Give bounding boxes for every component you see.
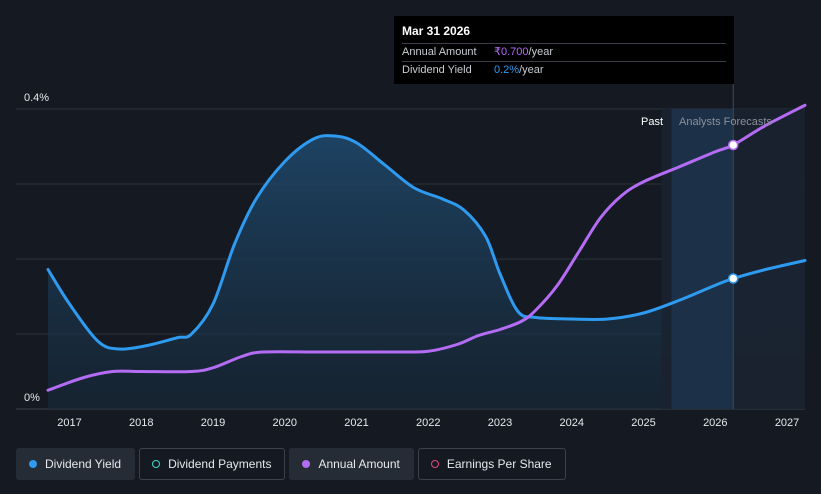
tooltip-date: Mar 31 2026: [402, 24, 471, 38]
legend-earnings-per-share[interactable]: Earnings Per Share: [417, 448, 566, 480]
tooltip-row-dividend-yield: Dividend Yield 0.2% /year: [402, 61, 726, 79]
x-tick-label: 2017: [57, 417, 81, 429]
tooltip-label: Annual Amount: [402, 46, 477, 58]
tooltip-label: Dividend Yield: [402, 64, 472, 76]
x-tick-label: 2027: [775, 417, 799, 429]
x-tick-label: 2018: [129, 417, 153, 429]
line-layer: [46, 103, 807, 392]
annual-amount-dot-icon: [302, 460, 311, 468]
annual-amount-marker: [727, 139, 739, 151]
x-tick-label: 2020: [273, 417, 297, 429]
legend-dividend-yield[interactable]: Dividend Yield: [16, 448, 136, 480]
legend-label: Earnings Per Share: [446, 457, 552, 471]
dividend-yield-marker: [727, 273, 739, 284]
past-zone-label: Past: [641, 116, 663, 128]
tooltip-row-annual-amount: Annual Amount ₹0.700 /year: [402, 43, 726, 61]
x-tick-label: 2023: [488, 417, 512, 429]
annual-amount-line: [46, 103, 807, 392]
legend-dividend-payments[interactable]: Dividend Payments: [139, 448, 286, 480]
tooltip: Mar 31 2026 Annual Amount ₹0.700 /year D…: [394, 16, 734, 84]
axis-layer: 2017 2018 2019 2020 2021 2022 2023 2024 2025 2026…: [24, 92, 799, 429]
forecast-zone-label: Analysts Forecasts: [679, 116, 772, 128]
legend-label: Annual Amount: [318, 457, 400, 471]
x-tick-label: 2022: [416, 417, 440, 429]
earnings-per-share-ring-icon: [430, 460, 439, 468]
y-tick-label: 0.4%: [24, 92, 49, 104]
x-tick-label: 2021: [344, 417, 368, 429]
forecast-highlight-band: [671, 109, 734, 409]
legend-label: Dividend Yield: [45, 457, 122, 471]
x-tick-label: 2025: [631, 417, 655, 429]
tooltip-value: 0.2%: [494, 64, 520, 76]
legend-annual-amount[interactable]: Annual Amount: [289, 448, 414, 480]
x-tick-label: 2019: [201, 417, 225, 429]
dividend-yield-area: [48, 135, 805, 409]
tooltip-unit: /year: [528, 46, 553, 58]
area-layer: [48, 135, 805, 409]
tooltip-value: ₹0.700: [494, 46, 529, 58]
legend: Dividend Yield Dividend Payments Annual …: [16, 448, 566, 480]
y-tick-label: 0%: [24, 392, 40, 404]
dividend-payments-ring-icon: [152, 460, 161, 468]
dividend-yield-line: [46, 134, 807, 351]
marker-layer: [727, 84, 739, 409]
tooltip-unit: /year: [519, 64, 544, 76]
legend-label: Dividend Payments: [168, 457, 272, 471]
x-tick-label: 2024: [560, 417, 584, 429]
x-tick-label: 2026: [703, 417, 727, 429]
dividend-yield-dot-icon: [29, 460, 37, 468]
